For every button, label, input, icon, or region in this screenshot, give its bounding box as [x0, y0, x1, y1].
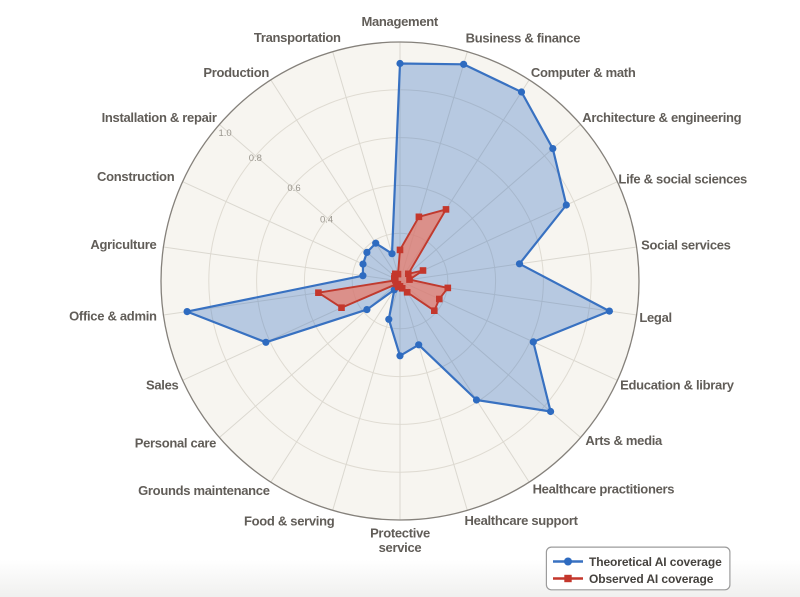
svg-text:Office & admin: Office & admin: [69, 309, 157, 324]
svg-text:0.8: 0.8: [249, 153, 262, 164]
svg-text:Computer & math: Computer & math: [531, 65, 636, 80]
svg-text:Business & finance: Business & finance: [466, 31, 581, 46]
svg-text:0.6: 0.6: [287, 183, 300, 194]
svg-text:Education & library: Education & library: [620, 378, 735, 393]
svg-text:Food & serving: Food & serving: [244, 513, 335, 528]
svg-text:Observed AI coverage: Observed AI coverage: [589, 572, 714, 586]
svg-text:Sales: Sales: [146, 378, 179, 393]
svg-text:Personal care: Personal care: [135, 436, 216, 451]
svg-text:Production: Production: [203, 65, 269, 80]
svg-text:Healthcare practitioners: Healthcare practitioners: [533, 482, 675, 497]
svg-text:Construction: Construction: [97, 169, 175, 184]
svg-text:Theoretical AI coverage: Theoretical AI coverage: [589, 555, 722, 569]
svg-text:Agriculture: Agriculture: [90, 237, 156, 252]
svg-text:Transportation: Transportation: [254, 30, 341, 45]
svg-text:Legal: Legal: [639, 310, 671, 325]
svg-text:Life & social sciences: Life & social sciences: [618, 171, 747, 186]
svg-text:0.4: 0.4: [320, 214, 333, 225]
svg-text:Architecture & engineering: Architecture & engineering: [582, 110, 741, 125]
svg-text:Installation & repair: Installation & repair: [102, 110, 217, 125]
svg-text:Grounds maintenance: Grounds maintenance: [138, 483, 270, 498]
svg-text:Arts & media: Arts & media: [585, 433, 663, 448]
svg-text:1.0: 1.0: [218, 128, 231, 139]
svg-text:Management: Management: [361, 14, 438, 29]
svg-text:Social services: Social services: [641, 238, 731, 253]
svg-text:Healthcare support: Healthcare support: [465, 513, 579, 528]
